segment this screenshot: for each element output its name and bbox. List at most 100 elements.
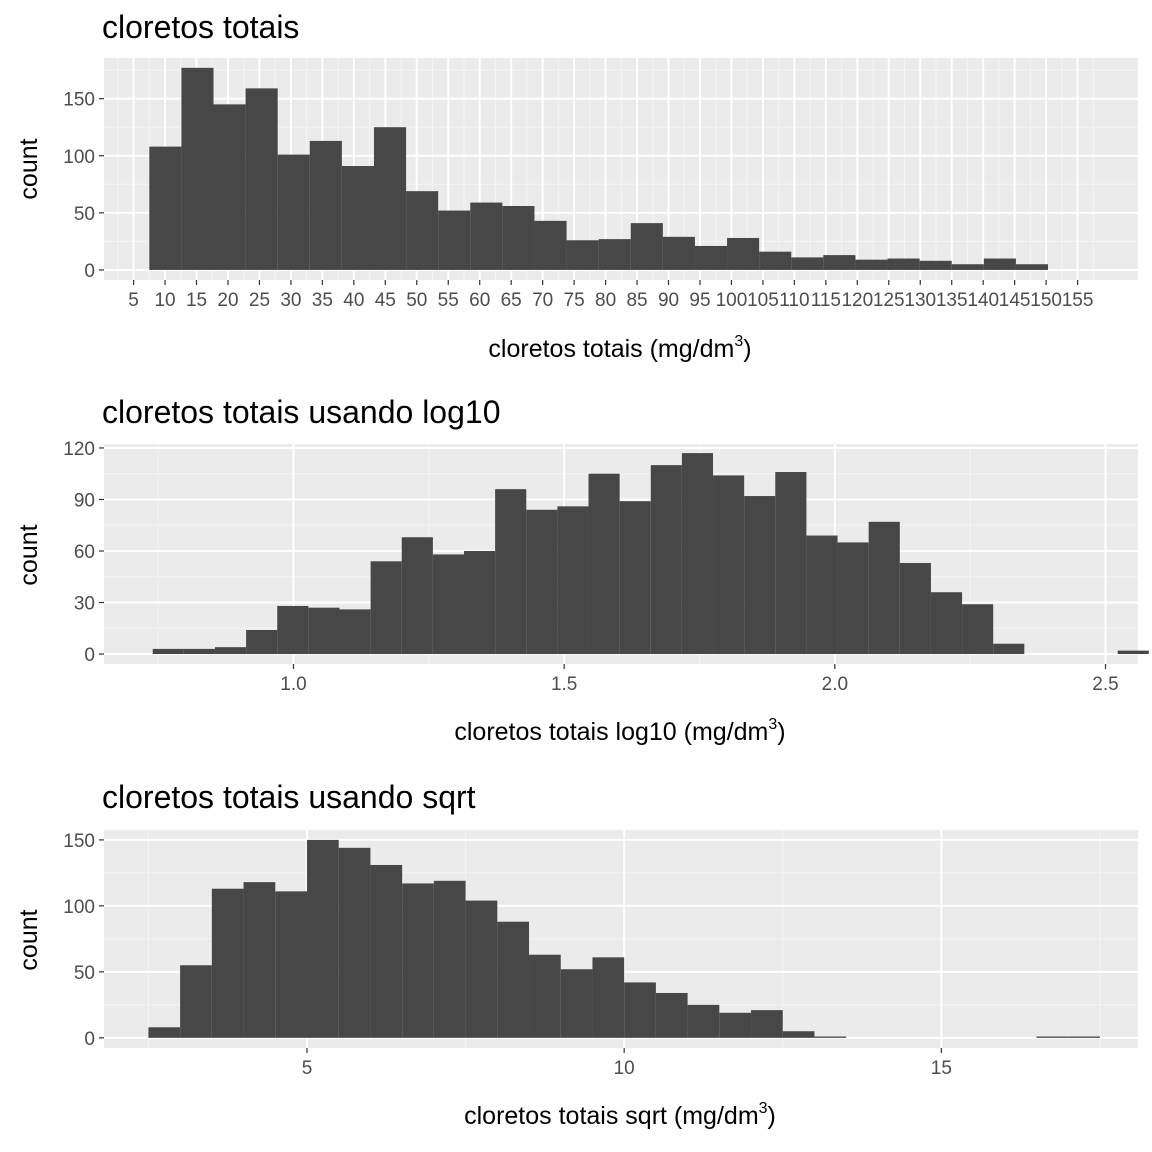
y-tick-label: 0 [84, 645, 95, 666]
histogram-bar [465, 900, 498, 1038]
y-tick-label: 30 [74, 594, 95, 615]
y-axis-title: count [15, 524, 43, 585]
chart-title: cloretos totais [102, 9, 299, 45]
y-tick-label: 0 [84, 261, 95, 282]
x-tick-label: 2.5 [1092, 674, 1118, 695]
histogram-bar [275, 891, 307, 1038]
histogram-bar [277, 605, 309, 655]
histogram-bar [370, 561, 402, 655]
histogram-cloretos-totais-log10: cloretos totais usando log10 1.0 1.5 2.0 2.… [15, 394, 1149, 746]
x-tick-label: 90 [658, 290, 679, 311]
x-axis-title: cloretos totais sqrt (mg/dm3) [464, 1100, 776, 1130]
histogram-bar [791, 257, 824, 270]
histogram-bar [1117, 650, 1149, 655]
histogram-bar [341, 166, 374, 270]
y-axis-title: count [15, 909, 43, 970]
histogram-bar [713, 475, 745, 655]
histogram-bar [406, 191, 439, 270]
x-tick-label: 155 [1062, 290, 1094, 311]
histogram-bar [687, 1004, 720, 1038]
bars [149, 67, 1049, 270]
chart-title: cloretos totais usando sqrt [102, 779, 476, 815]
histogram-bar [694, 245, 728, 270]
histogram-bar [681, 453, 714, 655]
y-tick-label: 0 [84, 1029, 95, 1050]
histogram-bar [464, 550, 496, 655]
x-tick-label: 70 [532, 290, 553, 311]
x-tick-label: 75 [564, 290, 585, 311]
x-tick-label: 115 [811, 290, 841, 311]
histogram-bar [759, 251, 792, 270]
histogram-bar [868, 521, 900, 655]
histogram-bar [339, 609, 371, 655]
bars [152, 453, 1149, 655]
histogram-bar [401, 537, 433, 655]
x-tick-label: 1.5 [551, 674, 577, 695]
histogram-bar [630, 223, 663, 270]
histogram-bar [246, 629, 278, 655]
histogram-bar [899, 563, 931, 655]
histogram-bar [338, 847, 371, 1038]
x-tick-label: 110 [779, 290, 809, 311]
histogram-bar [566, 240, 599, 270]
histogram-bar [152, 648, 184, 655]
y-tick-label: 150 [63, 90, 95, 111]
histogram-bar [529, 954, 561, 1038]
histogram-bar [619, 501, 651, 655]
x-tick-label: 85 [626, 290, 647, 311]
histogram-bar [277, 154, 310, 270]
x-axis-title: cloretos totais log10 (mg/dm3) [454, 716, 785, 746]
x-tick-label: 95 [689, 290, 710, 311]
histogram-bar [624, 982, 656, 1038]
histogram-bar [438, 210, 471, 270]
histogram-bar [245, 88, 278, 270]
histogram-bar [592, 957, 625, 1038]
x-tick-label: 65 [501, 290, 522, 311]
y-tick-label: 150 [63, 831, 95, 852]
histogram-bar [823, 255, 856, 270]
histogram-bar [930, 592, 963, 655]
histogram-bar [993, 643, 1025, 655]
histogram-bar [432, 554, 465, 655]
histogram-bar [470, 202, 503, 270]
x-tick-label: 15 [931, 1058, 952, 1079]
histogram-bar [534, 220, 567, 270]
x-tick-label: 120 [841, 290, 873, 311]
histogram-bar [837, 542, 869, 655]
histogram-bar [655, 992, 688, 1038]
histogram-bar [402, 883, 434, 1038]
y-axis-ticks: 0 50 100 150 [63, 831, 104, 1050]
histogram-bar [1068, 1036, 1100, 1038]
histogram-bar [951, 264, 984, 270]
y-tick-label: 60 [74, 542, 95, 563]
x-tick-label: 100 [716, 290, 748, 311]
histogram-bar [148, 1027, 181, 1038]
x-tick-label: 10 [154, 290, 175, 311]
x-tick-label: 50 [406, 290, 427, 311]
histogram-bar [887, 258, 920, 270]
x-tick-label: 150 [1030, 290, 1062, 311]
x-tick-label: 105 [747, 290, 779, 311]
histogram-bar [782, 1031, 815, 1038]
y-axis-ticks: 0 30 60 90 120 [63, 439, 104, 666]
histogram-bar [751, 1010, 783, 1038]
histogram-bar [806, 535, 838, 655]
x-tick-label: 60 [469, 290, 490, 311]
histogram-bar [1015, 264, 1049, 270]
y-axis-ticks: 0 50 100 150 [63, 90, 104, 282]
histogram-bar [557, 506, 589, 655]
histogram-bar [306, 839, 339, 1038]
histogram-bar [855, 259, 888, 270]
x-tick-label: 10 [614, 1058, 635, 1079]
histogram-bar [744, 496, 776, 655]
x-axis-ticks: 1.0 1.5 2.0 2.5 [280, 664, 1119, 695]
histogram-bar [814, 1036, 847, 1038]
histogram-bar [598, 239, 631, 270]
histogram-bar [213, 104, 246, 270]
bars [148, 839, 1100, 1038]
x-tick-label: 30 [280, 290, 301, 311]
y-tick-label: 50 [74, 204, 95, 225]
histogram-bar [1036, 1036, 1069, 1038]
y-tick-label: 120 [63, 439, 95, 460]
